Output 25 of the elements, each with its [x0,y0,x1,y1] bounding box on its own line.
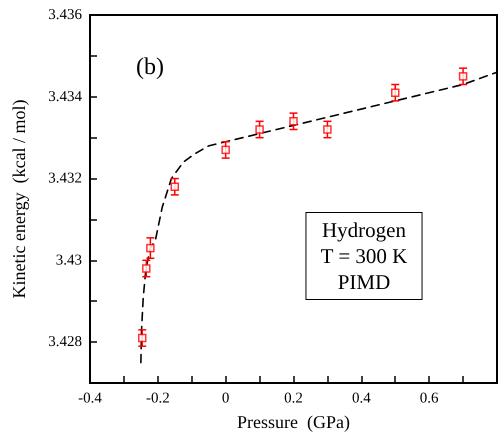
y-axis-title: Kinetic energy (kcal / mol) [9,99,29,299]
x-tick-label: 0.2 [284,390,303,406]
x-axis-title: Pressure (GPa) [237,412,350,432]
point [221,146,230,154]
annotation: Hydrogen T = 300 K PIMD [320,218,408,294]
point [391,88,400,97]
point [142,264,151,273]
y-tick-label: 3.43 [56,252,82,268]
y-tick-label: 3.428 [48,334,82,350]
point [138,334,146,342]
point [255,125,264,134]
x-tick-label: -0.2 [146,390,170,406]
point [170,182,180,191]
point [458,72,468,81]
point [146,244,155,252]
x-tick-label: 0 [222,390,230,406]
x-tick-label: 0.4 [352,390,372,406]
annotation: (b) [136,54,164,80]
point [289,117,298,126]
x-tick-label: -0.4 [78,390,102,406]
point [323,125,332,134]
y-tick-label: 3.436 [48,7,82,23]
y-tick-label: 3.434 [48,88,82,105]
y-tick-label: 3.432 [48,170,82,187]
x-tick-label: 0.6 [420,390,440,406]
